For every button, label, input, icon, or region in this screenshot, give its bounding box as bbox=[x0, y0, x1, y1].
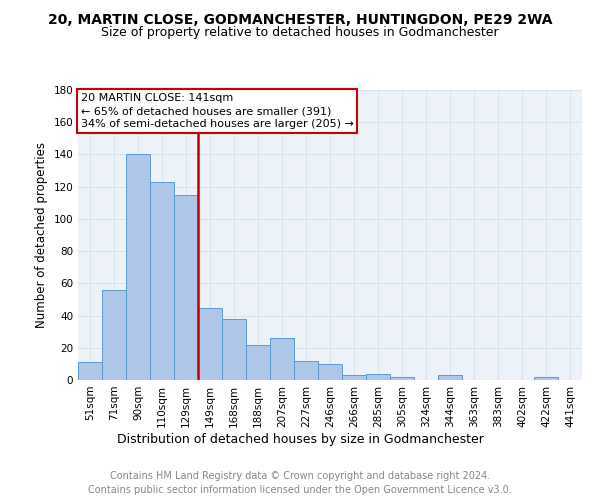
Bar bbox=[318, 364, 342, 380]
Text: 20 MARTIN CLOSE: 141sqm
← 65% of detached houses are smaller (391)
34% of semi-d: 20 MARTIN CLOSE: 141sqm ← 65% of detache… bbox=[80, 93, 353, 130]
Bar bbox=[270, 338, 294, 380]
Bar bbox=[342, 375, 366, 380]
Bar bbox=[198, 308, 222, 380]
Bar bbox=[366, 374, 390, 380]
Bar bbox=[102, 290, 126, 380]
Bar bbox=[294, 360, 318, 380]
Bar bbox=[534, 377, 558, 380]
Bar bbox=[78, 362, 102, 380]
Bar bbox=[246, 344, 270, 380]
Bar bbox=[174, 194, 198, 380]
Bar bbox=[438, 375, 462, 380]
Text: Distribution of detached houses by size in Godmanchester: Distribution of detached houses by size … bbox=[116, 432, 484, 446]
Text: Contains public sector information licensed under the Open Government Licence v3: Contains public sector information licen… bbox=[88, 485, 512, 495]
Y-axis label: Number of detached properties: Number of detached properties bbox=[35, 142, 48, 328]
Text: 20, MARTIN CLOSE, GODMANCHESTER, HUNTINGDON, PE29 2WA: 20, MARTIN CLOSE, GODMANCHESTER, HUNTING… bbox=[48, 12, 552, 26]
Text: Contains HM Land Registry data © Crown copyright and database right 2024.: Contains HM Land Registry data © Crown c… bbox=[110, 471, 490, 481]
Bar bbox=[126, 154, 150, 380]
Bar bbox=[222, 319, 246, 380]
Bar bbox=[150, 182, 174, 380]
Bar bbox=[390, 377, 414, 380]
Text: Size of property relative to detached houses in Godmanchester: Size of property relative to detached ho… bbox=[101, 26, 499, 39]
